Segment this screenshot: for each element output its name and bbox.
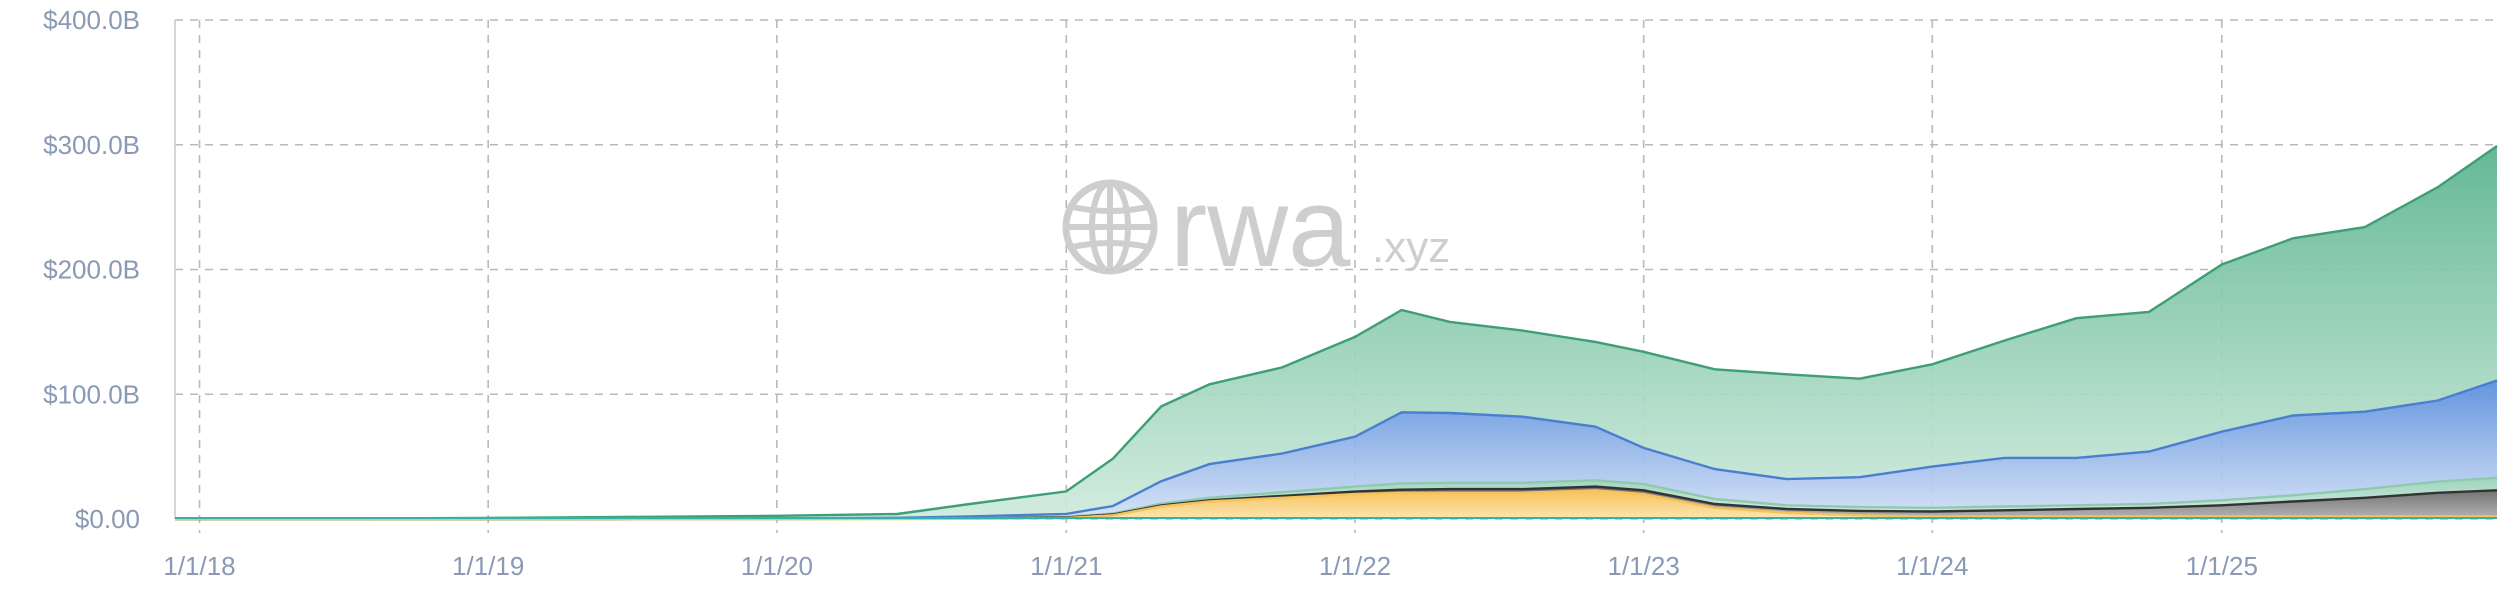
y-tick-label: $400.0B bbox=[43, 5, 140, 35]
x-tick-label: 1/1/23 bbox=[1608, 551, 1680, 581]
series-area-yellow bbox=[175, 490, 2497, 519]
x-tick-label: 1/1/22 bbox=[1319, 551, 1391, 581]
x-tick-label: 1/1/25 bbox=[2186, 551, 2258, 581]
series-area-green bbox=[175, 146, 2497, 519]
y-tick-label: $300.0B bbox=[43, 130, 140, 160]
series-layer bbox=[174, 145, 2498, 521]
y-tick-label: $200.0B bbox=[43, 255, 140, 285]
y-tick-label: $0.00 bbox=[75, 504, 140, 534]
globe-icon bbox=[1062, 179, 1158, 275]
series-area-blue bbox=[175, 380, 2497, 519]
axis-layer: $0.00 $100.0B $200.0B $300.0B $400.0B 1/1/18 1… bbox=[43, 5, 2258, 581]
x-tick-label: 1/1/24 bbox=[1896, 551, 1968, 581]
watermark-main-text: rwa bbox=[1170, 165, 1351, 290]
series-area-green-line bbox=[174, 145, 2498, 521]
x-tick-label: 1/1/19 bbox=[452, 551, 524, 581]
rwa-watermark: rwa .xyz bbox=[1062, 165, 1450, 290]
x-tick-label: 1/1/20 bbox=[741, 551, 813, 581]
x-tick-label: 1/1/18 bbox=[163, 551, 235, 581]
y-tick-label: $100.0B bbox=[43, 379, 140, 409]
watermark-suffix-text: .xyz bbox=[1372, 223, 1450, 272]
x-tick-label: 1/1/21 bbox=[1030, 551, 1102, 581]
